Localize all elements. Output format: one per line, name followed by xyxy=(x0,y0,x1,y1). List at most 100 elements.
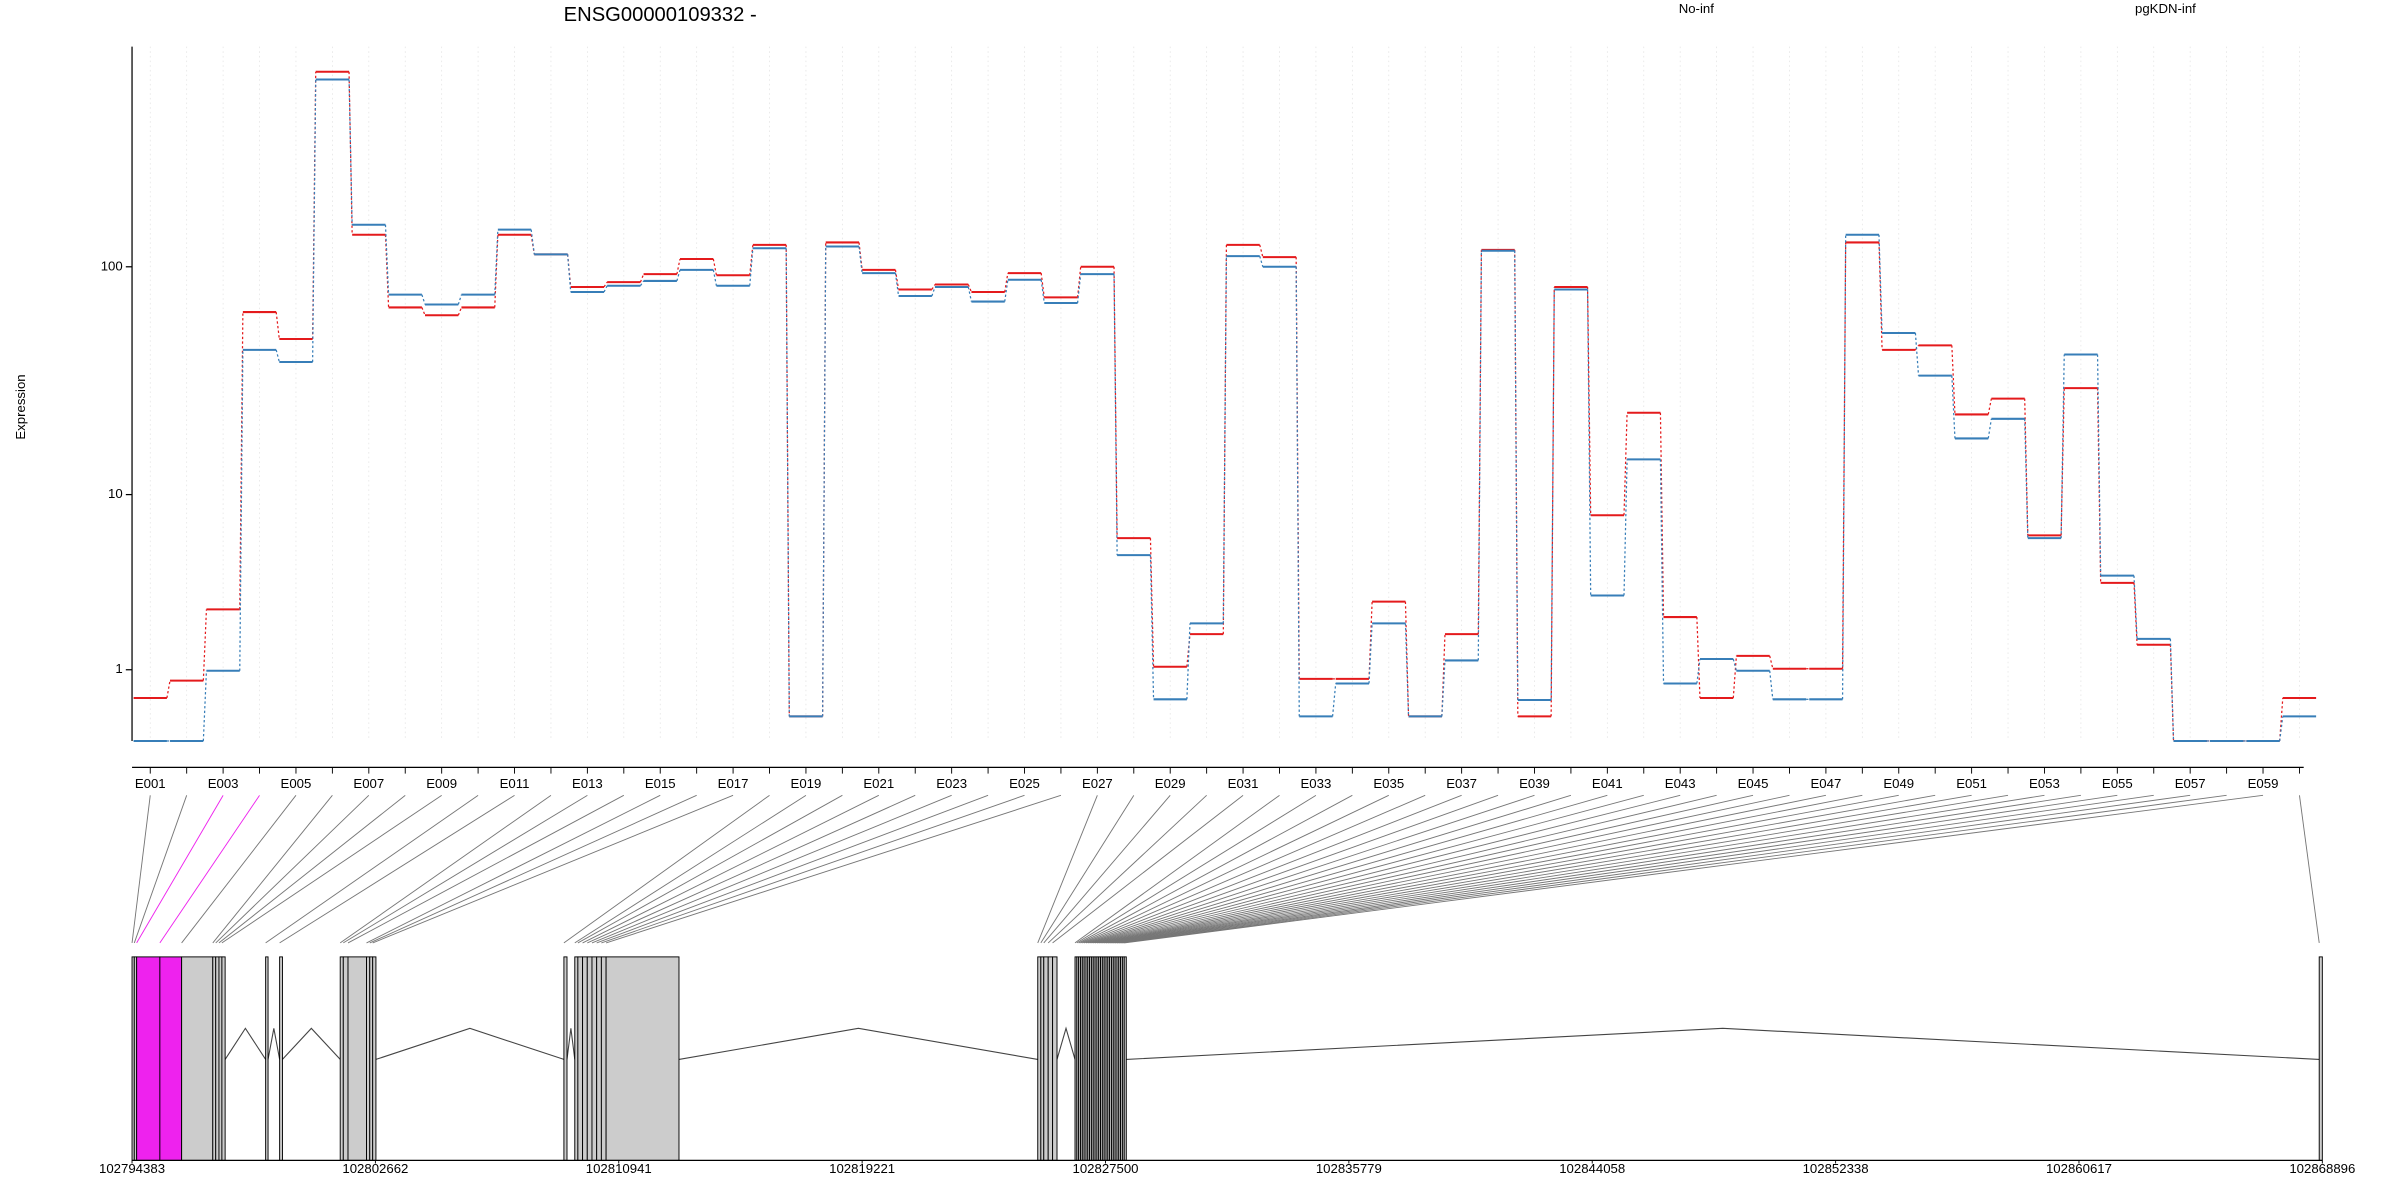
exon-connector xyxy=(577,794,843,944)
step-connector xyxy=(1514,250,1519,701)
exon-connector xyxy=(279,794,515,944)
step-connector xyxy=(384,234,390,308)
x-tick-label: E039 xyxy=(1519,776,1550,791)
step-connector xyxy=(1623,459,1628,596)
step-connector xyxy=(931,286,936,297)
step-connector xyxy=(1368,623,1373,684)
step-connector xyxy=(712,258,718,276)
step-connector xyxy=(1004,272,1009,293)
exon-connector xyxy=(1118,794,2154,944)
step-connector xyxy=(712,269,718,286)
exon-connector xyxy=(1047,794,1207,944)
x-tick-label: E003 xyxy=(208,776,239,791)
step-connector xyxy=(1441,660,1446,717)
exon-connector xyxy=(1085,794,1499,944)
step-connector xyxy=(348,79,353,225)
x-tick-label: 102794383 xyxy=(99,1161,165,1176)
x-tick-label: E029 xyxy=(1155,776,1186,791)
x-tick-label: E005 xyxy=(281,776,312,791)
exon-connector xyxy=(601,794,1025,944)
exon-connector xyxy=(1037,795,1098,944)
step-connector xyxy=(1441,634,1446,717)
step-connector xyxy=(1295,266,1300,717)
x-tick-label: 102827500 xyxy=(1072,1161,1138,1176)
step-connector xyxy=(2024,418,2029,539)
exon-connector xyxy=(1083,794,1462,944)
exon xyxy=(582,956,588,1161)
step-connector xyxy=(1914,345,1920,351)
step-connector xyxy=(1550,289,1555,701)
exon-connector xyxy=(1107,794,1936,944)
exon-connector xyxy=(1105,794,1899,944)
exon-connector xyxy=(181,795,297,944)
exon-connector xyxy=(221,794,442,944)
exon xyxy=(586,956,593,1161)
x-tick-label: E011 xyxy=(500,776,530,791)
step-connector xyxy=(894,269,900,290)
step-connector xyxy=(494,229,499,295)
step-connector xyxy=(894,272,900,297)
step-connector xyxy=(275,311,280,340)
y-tick-label: 10 xyxy=(108,486,123,501)
exon xyxy=(221,956,226,1161)
step-connector xyxy=(1987,418,1992,439)
exon xyxy=(605,956,680,1161)
step-connector xyxy=(275,349,280,363)
exon-connector xyxy=(265,794,479,944)
step-connector xyxy=(457,307,463,316)
intron xyxy=(678,1027,1038,1060)
exon-connector xyxy=(1093,794,1644,944)
step-connector xyxy=(2169,638,2175,741)
exon xyxy=(600,956,607,1161)
step-connector xyxy=(785,248,790,717)
intron xyxy=(224,1027,267,1060)
exon xyxy=(265,956,269,1161)
step-connector xyxy=(1040,279,1045,304)
exon-connector xyxy=(1115,794,2081,944)
step-connector xyxy=(2096,354,2102,576)
exon-connector xyxy=(159,795,260,944)
step-connector xyxy=(749,244,754,276)
step-connector xyxy=(785,244,790,717)
exon-connector xyxy=(1089,794,1572,944)
step-connector xyxy=(1623,412,1628,516)
exon xyxy=(366,956,371,1161)
step-connector xyxy=(1732,655,1738,698)
step-connector xyxy=(202,670,208,741)
step-connector xyxy=(1404,623,1410,717)
step-connector xyxy=(1004,279,1009,302)
step-connector xyxy=(1841,242,1847,669)
x-tick-label: E053 xyxy=(2029,776,2060,791)
intron xyxy=(566,1028,576,1060)
step-connector xyxy=(1222,256,1228,624)
x-tick-label: E041 xyxy=(1592,776,1623,791)
step-connector xyxy=(1951,375,1956,439)
x-tick-label: 102810941 xyxy=(586,1161,652,1176)
exon-connector xyxy=(587,794,916,944)
step-connector xyxy=(1477,250,1483,661)
y-axis-label: Expression xyxy=(13,374,28,439)
step-connector xyxy=(967,284,972,293)
x-tick-label: 102868896 xyxy=(2289,1161,2355,1176)
x-tick-label: E013 xyxy=(572,776,603,791)
step-connector xyxy=(821,246,827,717)
exon-connector xyxy=(2298,795,2320,943)
exon-connector xyxy=(1080,794,1389,944)
exon-connector xyxy=(1102,794,1826,944)
x-tick-label: E043 xyxy=(1665,776,1696,791)
step-connector xyxy=(749,248,754,286)
step-connector xyxy=(1113,266,1118,539)
x-tick-label: E037 xyxy=(1446,776,1477,791)
step-connector xyxy=(1696,617,1701,698)
x-tick-label: E051 xyxy=(1956,776,1987,791)
x-tick-label: 102819221 xyxy=(829,1161,895,1176)
exon-connector xyxy=(1040,795,1135,944)
x-tick-label: 102860617 xyxy=(2046,1161,2112,1176)
step-connector xyxy=(1040,272,1045,298)
step-connector xyxy=(2133,582,2138,645)
exon-connector xyxy=(1078,794,1353,944)
step-connector xyxy=(603,281,608,288)
step-connector xyxy=(566,254,572,293)
